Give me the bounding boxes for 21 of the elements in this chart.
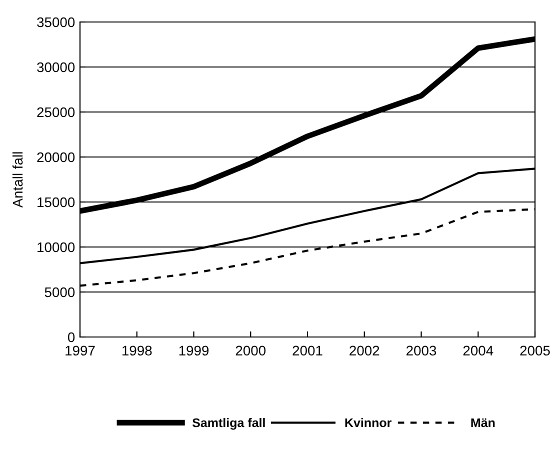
y-tick-label: 5000 [44,287,75,298]
y-tick-label: 30000 [37,62,75,72]
x-tick-label: 2002 [350,346,380,356]
x-tick-label: 2005 [520,346,550,356]
legend-label: Män [471,418,495,428]
x-tick-label: 2000 [236,346,266,356]
x-tick-label: 1998 [122,346,152,356]
x-tick-label: 2001 [292,346,322,356]
legend-label: Samtliga fall [192,418,265,430]
legend-label: Kvinnor [345,418,392,428]
y-tick-label: 25000 [37,107,75,118]
x-tick-label: 2004 [463,346,494,356]
y-tick-label: 0 [68,332,75,342]
y-tick-label: 35000 [37,17,75,28]
x-tick-label: 1997 [66,346,95,356]
y-tick-label: 15000 [38,197,75,208]
y-tick-label: 20000 [37,152,75,162]
x-tick-label: 1999 [179,346,209,356]
x-tick-label: 2003 [406,346,436,356]
y-tick-label: 10000 [38,242,75,252]
y-axis-title: Antall fall [12,152,23,208]
